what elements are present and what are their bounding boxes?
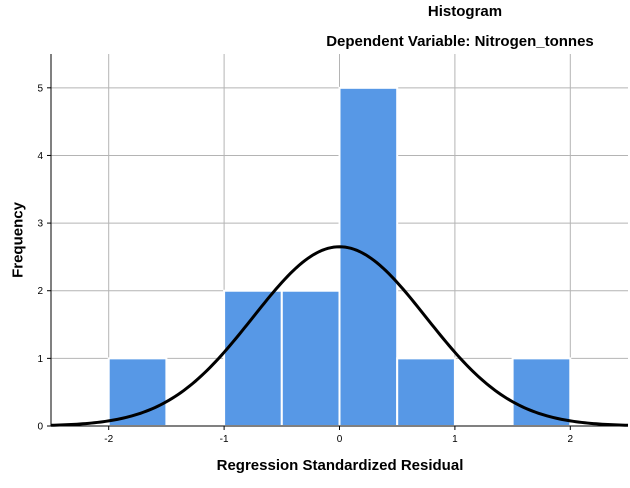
- y-tick-label: 3: [37, 219, 43, 230]
- histogram-bar: [223, 289, 283, 427]
- histogram-bar: [396, 357, 456, 428]
- chart-title: Histogram: [427, 3, 503, 20]
- histogram-bar: [280, 289, 341, 427]
- x-axis-label: Regression Standardized Residual: [216, 457, 464, 474]
- x-tick-label: -1: [220, 434, 229, 445]
- histogram-bar: [511, 357, 572, 428]
- x-tick-label: 0: [337, 434, 343, 445]
- x-tick-label: -2: [104, 434, 113, 445]
- y-tick-label: 1: [37, 354, 43, 365]
- histogram-bar: [107, 357, 168, 428]
- y-tick-label: 2: [37, 286, 43, 297]
- y-tick-label: 5: [37, 83, 43, 94]
- y-tick-label: 4: [37, 151, 43, 162]
- y-tick-label: 0: [37, 422, 43, 433]
- x-tick-label: 2: [568, 434, 574, 445]
- normal-curve: [50, 245, 629, 427]
- chart-subtitle: Dependent Variable: Nitrogen_tonnes: [326, 33, 594, 50]
- x-tick-label: 1: [452, 434, 458, 445]
